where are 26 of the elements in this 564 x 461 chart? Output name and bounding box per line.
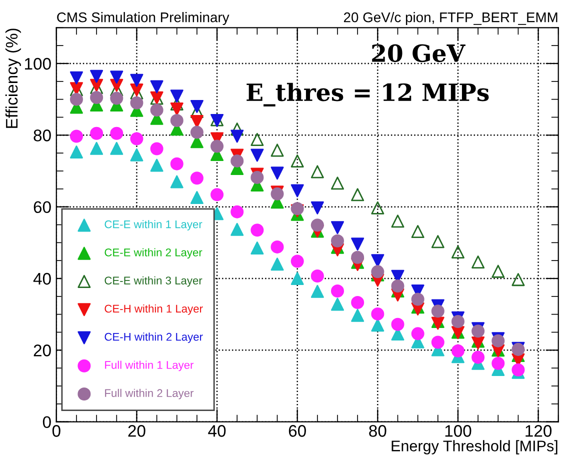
x-axis-title: Energy Threshold [MIPs] bbox=[392, 440, 558, 454]
y-tick-label: 20 bbox=[34, 344, 51, 356]
y-tick-label: 40 bbox=[33, 272, 51, 285]
annotation: E_thres = 12 MIPs bbox=[246, 82, 489, 106]
y-tick-label: 60 bbox=[34, 201, 51, 214]
chart-title: CMS Simulation Preliminary bbox=[57, 12, 230, 25]
y-axis-title: Efficiency (%) bbox=[5, 28, 21, 128]
y-tick-label: 100 bbox=[25, 58, 51, 70]
x-tick-label: 20 bbox=[128, 425, 146, 437]
legend-label: Full within 1 Layer bbox=[105, 360, 194, 372]
x-tick-label: 0 bbox=[52, 425, 60, 437]
legend-label: CE-E within 1 Layer bbox=[104, 220, 202, 230]
y-tick-label: 0 bbox=[42, 416, 51, 428]
chart-subtitle: 20 GeV/c pion, FTFP_BERT_EMM bbox=[344, 12, 558, 25]
x-tick-label: 60 bbox=[288, 425, 306, 437]
legend-label: CE-E within 2 Layer bbox=[104, 248, 202, 259]
x-tick-label: 80 bbox=[369, 425, 386, 437]
annotation: 20 GeV bbox=[372, 44, 466, 62]
legend-label: CE-H within 2 Layer bbox=[104, 332, 203, 343]
x-tick-label: 40 bbox=[208, 425, 226, 437]
y-tick-label: 80 bbox=[34, 130, 51, 142]
x-tick-label: 120 bbox=[526, 425, 552, 437]
legend-label: Full within 2 Layer bbox=[105, 388, 194, 400]
legend-label: CE-E within 3 Layer bbox=[104, 276, 202, 287]
legend-label: CE-H within 1 Layer bbox=[104, 304, 203, 315]
x-tick-label: 100 bbox=[445, 425, 472, 437]
